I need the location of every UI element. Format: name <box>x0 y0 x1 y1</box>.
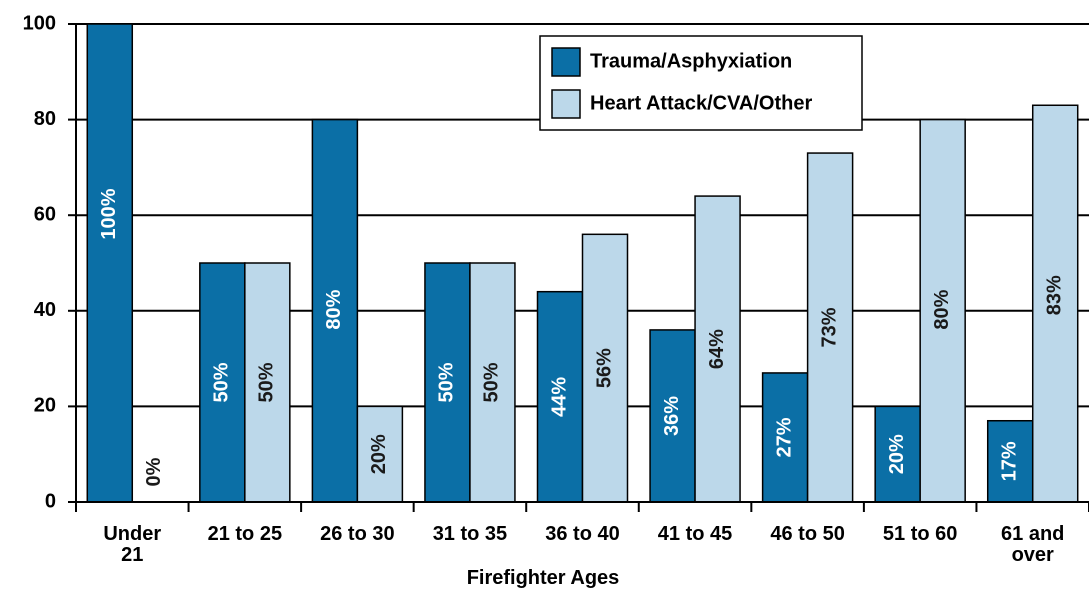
bar <box>199 262 246 503</box>
value-label: 50% <box>436 362 458 402</box>
legend-box <box>539 35 863 131</box>
bar <box>536 290 584 503</box>
bar <box>86 23 134 503</box>
bar <box>581 233 629 503</box>
value-label: 100% <box>98 188 120 239</box>
bar <box>1031 104 1079 503</box>
value-label: 20% <box>368 434 390 474</box>
bar <box>356 405 404 503</box>
bar <box>806 152 854 503</box>
y-tick-label: 80 <box>34 108 56 130</box>
y-tick-label: 100 <box>23 12 56 34</box>
x-tick-label: 21 to 25 <box>207 523 283 545</box>
x-tick-label: 46 to 50 <box>770 523 845 545</box>
bar <box>244 262 291 503</box>
value-label: 50% <box>481 362 503 402</box>
value-label: 27% <box>773 417 795 457</box>
value-label: 83% <box>1044 275 1066 315</box>
x-tick-label: 61 and over <box>1001 523 1065 566</box>
y-tick-label: 60 <box>34 203 56 225</box>
value-label: 20% <box>886 434 908 474</box>
bar <box>311 118 359 503</box>
x-tick-label: 36 to 40 <box>545 523 620 545</box>
legend-swatch <box>551 47 581 77</box>
x-tick-label: 41 to 45 <box>657 523 733 545</box>
value-label: 50% <box>256 362 278 402</box>
y-tick-label: 20 <box>34 395 56 417</box>
value-label: 73% <box>818 307 840 347</box>
x-tick-label: Under 21 <box>103 523 162 566</box>
bar <box>649 329 696 503</box>
value-label: 80% <box>931 289 953 329</box>
value-label: 64% <box>706 329 728 369</box>
y-tick-label: 40 <box>34 299 56 321</box>
value-label: 36% <box>661 396 683 436</box>
x-tick-label: 31 to 35 <box>432 523 508 545</box>
x-axis-label: Firefighter Ages <box>466 567 620 589</box>
x-tick-label: 26 to 30 <box>320 523 395 545</box>
value-label: 44% <box>548 377 570 417</box>
bar <box>694 195 741 503</box>
bar <box>761 372 809 503</box>
y-tick-label: 0 <box>45 490 56 512</box>
value-label: 56% <box>593 348 615 388</box>
legend-label: Trauma/Asphyxiation <box>590 50 792 72</box>
value-label: 0% <box>143 457 165 486</box>
value-label: 17% <box>999 441 1021 481</box>
legend-swatch <box>551 89 581 119</box>
legend-label: Heart Attack/CVA/Other <box>590 92 812 114</box>
value-label: 50% <box>211 362 233 402</box>
value-label: 80% <box>323 289 345 329</box>
legend: Trauma/Asphyxiation Heart Attack/CVA/Othe… <box>539 35 863 131</box>
x-tick-label: 51 to 60 <box>882 523 958 545</box>
